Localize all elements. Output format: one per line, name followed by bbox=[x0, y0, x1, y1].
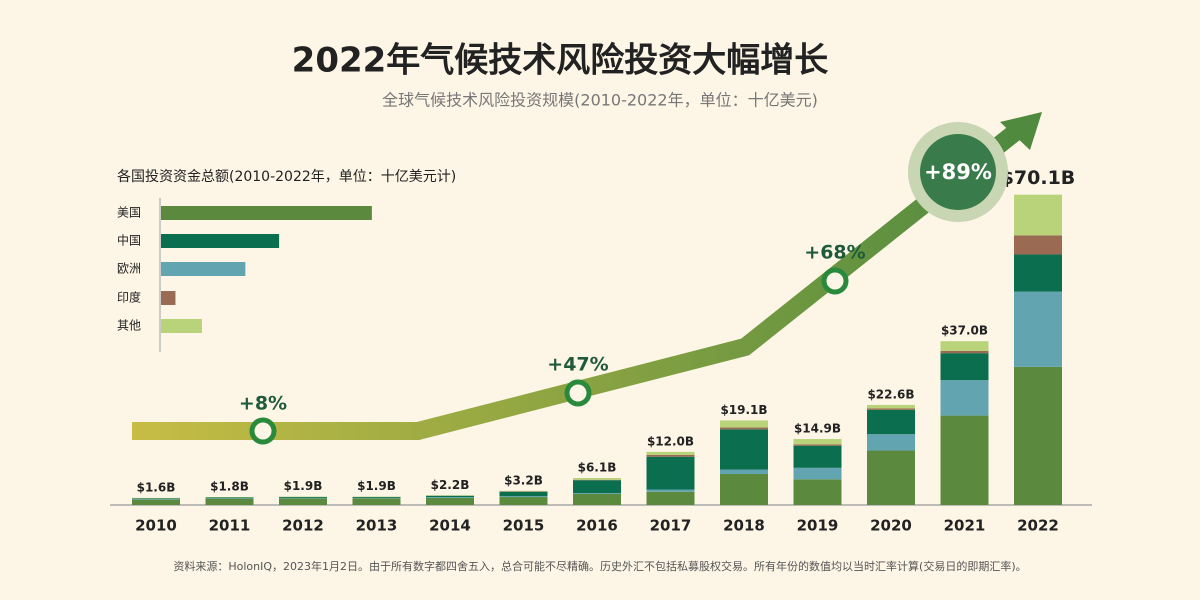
x-tick-label: 2012 bbox=[282, 517, 324, 535]
inset-bar bbox=[161, 262, 246, 276]
x-tick-label: 2017 bbox=[650, 517, 692, 535]
bar-segment bbox=[573, 493, 621, 494]
bar-segment bbox=[646, 454, 695, 457]
total-label: $1.6B bbox=[137, 480, 176, 494]
bar-segment bbox=[1014, 254, 1062, 292]
total-label: $2.2B bbox=[431, 478, 470, 492]
bar-segment bbox=[720, 429, 768, 470]
bar-segment bbox=[940, 341, 989, 351]
total-label: $1.9B bbox=[284, 479, 323, 493]
growth-badge bbox=[920, 134, 996, 210]
arrow-head bbox=[1000, 112, 1042, 150]
bar-segment bbox=[720, 427, 768, 430]
bar-segment bbox=[867, 450, 915, 505]
x-tick-label: 2018 bbox=[723, 517, 765, 535]
bar-segment bbox=[1014, 194, 1062, 236]
x-tick-label: 2014 bbox=[429, 517, 471, 535]
x-tick-label: 2016 bbox=[576, 517, 618, 535]
growth-marker bbox=[249, 417, 277, 445]
inset-bar bbox=[161, 319, 202, 333]
bar-segment bbox=[867, 408, 915, 410]
bar-segment bbox=[793, 467, 842, 480]
bar-segment bbox=[646, 489, 695, 492]
bar-segment bbox=[205, 497, 254, 499]
inset-category: 其他 bbox=[117, 319, 141, 333]
growth-label: +68% bbox=[804, 242, 865, 264]
inset-bar bbox=[161, 234, 280, 248]
bar-segment bbox=[279, 498, 327, 505]
chart-subtitle: 全球气候技术风险投资规模(2010-2022年，单位：十亿美元) bbox=[382, 91, 818, 110]
x-tick-label: 2011 bbox=[209, 517, 251, 535]
bar-segment bbox=[573, 477, 621, 480]
total-label: $37.0B bbox=[941, 324, 988, 338]
total-label: $1.9B bbox=[357, 479, 396, 493]
x-tick-label: 2021 bbox=[944, 517, 986, 535]
inset-bar bbox=[161, 291, 176, 305]
bar-segment bbox=[720, 474, 768, 505]
bar-segment bbox=[867, 404, 915, 409]
bar-segment bbox=[352, 497, 401, 498]
bar-segment bbox=[499, 497, 548, 505]
inset-category: 印度 bbox=[117, 290, 141, 305]
total-label: $14.9B bbox=[794, 422, 841, 436]
growth-marker bbox=[821, 267, 849, 295]
bar-segment bbox=[940, 380, 989, 416]
total-label: $19.1B bbox=[720, 403, 767, 417]
source-note: 资料来源：HolonIQ，2023年1月2日。由于所有数字都四舍五入，总合可能不… bbox=[173, 559, 1026, 573]
bar-segment bbox=[279, 497, 327, 498]
bar-segment bbox=[646, 491, 695, 505]
bar-segment bbox=[867, 409, 915, 435]
bar-segment bbox=[205, 498, 254, 505]
bar-segment bbox=[793, 439, 842, 445]
growth-label: +89% bbox=[924, 160, 992, 184]
bar-segment bbox=[426, 497, 474, 505]
bar-segment bbox=[940, 353, 989, 381]
total-label: $3.2B bbox=[504, 473, 543, 487]
total-label: $1.8B bbox=[210, 480, 249, 494]
total-label: $12.0B bbox=[647, 434, 694, 448]
bar-segment bbox=[426, 495, 474, 498]
x-tick-label: 2013 bbox=[356, 517, 398, 535]
x-tick-label: 2019 bbox=[797, 517, 839, 535]
x-tick-label: 2020 bbox=[870, 517, 912, 535]
bar-segment bbox=[720, 469, 768, 475]
growth-label: +8% bbox=[239, 393, 287, 415]
chart-title: 2022年气候技术风险投资大幅增长 bbox=[292, 41, 829, 81]
inset-category: 中国 bbox=[117, 233, 141, 248]
bar-segment bbox=[499, 491, 548, 497]
inset-category: 美国 bbox=[117, 206, 141, 220]
x-tick-label: 2010 bbox=[135, 517, 177, 535]
bar-segment bbox=[646, 451, 695, 455]
inset-title: 各国投资资金总额(2010-2022年，单位：十亿美元计) bbox=[117, 169, 456, 185]
bar-segment bbox=[1014, 235, 1062, 255]
bar-segment bbox=[132, 498, 180, 500]
x-tick-label: 2015 bbox=[503, 517, 545, 535]
total-label: $6.1B bbox=[578, 460, 617, 474]
bar-segment bbox=[499, 496, 548, 498]
bar-segment bbox=[940, 415, 989, 505]
bar-segment bbox=[793, 444, 842, 446]
bar-segment bbox=[352, 498, 401, 505]
bar-segment bbox=[132, 499, 180, 505]
bar-segment bbox=[646, 456, 695, 490]
bar-segment bbox=[720, 420, 768, 428]
growth-marker bbox=[564, 379, 592, 407]
bar-segment bbox=[1014, 291, 1062, 367]
total-label: $70.1B bbox=[1001, 167, 1076, 189]
total-label: $22.6B bbox=[867, 387, 914, 401]
bar-segment bbox=[426, 497, 474, 498]
bar-segment bbox=[573, 480, 621, 494]
bar-segment bbox=[793, 445, 842, 468]
bar-segment bbox=[1014, 366, 1062, 505]
inset-bar bbox=[161, 206, 372, 220]
bar-segment bbox=[573, 493, 621, 505]
inset-category: 欧洲 bbox=[117, 262, 141, 276]
bar-segment bbox=[793, 479, 842, 505]
growth-label: +47% bbox=[547, 354, 608, 376]
bar-segment bbox=[940, 350, 989, 354]
x-tick-label: 2022 bbox=[1017, 517, 1059, 535]
bar-segment bbox=[867, 434, 915, 451]
